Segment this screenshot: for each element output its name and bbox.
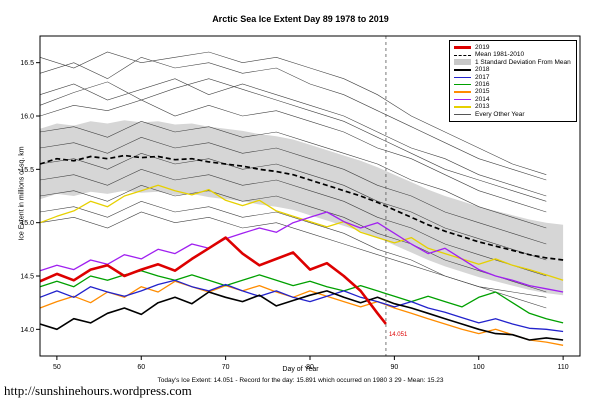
y-tick-label: 14.0 <box>20 327 34 334</box>
legend-label: 2019 <box>475 44 490 51</box>
legend-item-2014: 2014 <box>454 96 571 103</box>
legend-label: 2017 <box>475 73 490 81</box>
legend-label: Mean 1981-2010 <box>475 51 525 59</box>
legend-swatch <box>454 54 471 56</box>
legend-swatch <box>454 59 471 66</box>
chart-title: Arctic Sea Ice Extent Day 89 1978 to 201… <box>212 14 389 24</box>
background-year-line-11 <box>39 78 547 202</box>
std-deviation-band <box>40 120 564 296</box>
legend-swatch <box>454 83 471 86</box>
legend-swatch <box>454 46 471 50</box>
x-tick-label: 80 <box>306 364 314 371</box>
series-line-2019 <box>39 236 387 325</box>
series-line-2018 <box>39 290 564 341</box>
legend-item-every-other-year: Every Other Year <box>454 111 571 118</box>
x-tick-label: 110 <box>558 364 569 371</box>
y-tick-label: 16.0 <box>20 114 34 121</box>
series-line-2015 <box>39 280 564 346</box>
x-tick-label: 90 <box>390 364 398 371</box>
legend-label: 2014 <box>475 95 490 103</box>
y-tick-label: 16.5 <box>20 60 34 67</box>
legend-label: 2015 <box>475 88 490 96</box>
x-tick-label: 100 <box>473 364 485 371</box>
y-tick-label: 14.5 <box>20 274 34 281</box>
legend-swatch <box>454 91 471 93</box>
x-tick-label: 50 <box>53 364 61 371</box>
legend-item-mean-1981-2010: Mean 1981-2010 <box>454 51 571 58</box>
legend-item-2015: 2015 <box>454 88 571 95</box>
legend-label: Every Other Year <box>475 110 525 118</box>
legend-swatch <box>454 113 471 115</box>
series-line-2013 <box>39 184 564 281</box>
legend-swatch <box>454 98 471 101</box>
background-year-line-10 <box>39 211 547 298</box>
legend-label: 2016 <box>475 80 490 88</box>
background-year-line-5 <box>39 152 547 261</box>
y-tick-label: 15.5 <box>20 167 34 174</box>
footer-summary: Today's Ice Extent: 14.051 - Record for … <box>157 377 444 384</box>
background-year-line-6 <box>39 168 547 277</box>
legend-label: 1 Standard Deviation From Mean <box>475 58 571 66</box>
background-year-line-2 <box>39 99 547 213</box>
background-year-line-4 <box>39 136 547 245</box>
x-axis-label: Day of Year <box>282 366 319 373</box>
series-line-2014 <box>39 211 564 293</box>
legend-swatch <box>454 76 471 78</box>
legend-item-2018: 2018 <box>454 66 571 73</box>
legend-item-2017: 2017 <box>454 74 571 81</box>
background-year-line-3 <box>39 120 547 229</box>
legend-item-2016: 2016 <box>454 81 571 88</box>
series-line-2017 <box>39 279 564 333</box>
background-year-line-1 <box>39 78 547 197</box>
legend: 2019 Mean 1981-2010 1 Standard Deviation F… <box>449 40 577 122</box>
background-year-line-9 <box>39 51 547 175</box>
legend-swatch <box>454 69 471 71</box>
site-url: http://sunshinehours.wordpress.com <box>4 383 192 398</box>
y-tick-label: 15.0 <box>20 220 34 227</box>
x-tick-label: 60 <box>137 364 145 371</box>
y-axis-label: Ice Extent in millions of sq. km <box>18 146 26 241</box>
legend-swatch <box>454 106 471 108</box>
annotation-label: 14.051 <box>389 332 408 338</box>
background-year-line-0 <box>39 56 547 181</box>
legend-item-2019: 2019 <box>454 44 571 51</box>
legend-item-1-standard-deviation-from-mean: 1 Standard Deviation From Mean <box>454 59 571 66</box>
legend-item-2013: 2013 <box>454 103 571 110</box>
legend-label: 2018 <box>475 66 490 74</box>
x-tick-label: 70 <box>222 364 230 371</box>
legend-label: 2013 <box>475 103 490 111</box>
background-year-line-7 <box>39 184 547 293</box>
series-line-mean-1981-2010 <box>39 154 564 261</box>
